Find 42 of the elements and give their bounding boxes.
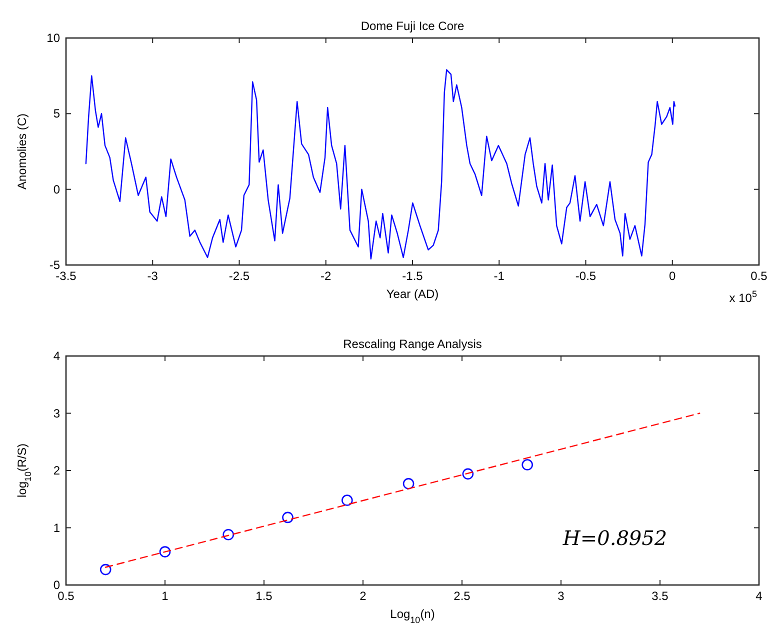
x-tick-label: 0.5	[58, 589, 75, 603]
x-tick-label: -3	[147, 269, 158, 283]
chart-title: Dome Fuji Ice Core	[360, 19, 465, 33]
x-axis-title: Year (AD)	[386, 287, 439, 301]
x-tick-label: 1	[162, 589, 169, 603]
point	[522, 459, 533, 470]
chart-title: Rescaling Range Analysis	[343, 337, 482, 351]
y-tick-label: 3	[53, 406, 60, 420]
y-tick-label: 2	[53, 464, 60, 478]
x-tick-label: -0.5	[575, 269, 596, 283]
x-axis-title: Log$_{10}$(n)	[390, 607, 435, 625]
line-series	[85, 69, 676, 260]
y-axis-title: Anomolies (C)	[15, 113, 29, 190]
point	[159, 546, 171, 558]
x-tick-label: 2	[360, 589, 367, 603]
point	[342, 494, 353, 506]
y-tick-label: 0	[53, 578, 60, 592]
x-tick-label: 3	[558, 589, 565, 603]
point	[402, 478, 414, 490]
point	[282, 512, 294, 524]
x-tick-label: -3.5	[56, 269, 77, 283]
x-tick-label: -1	[494, 269, 505, 283]
y-tick-label: 5	[53, 106, 60, 121]
point	[100, 564, 112, 576]
point	[222, 528, 234, 540]
x-tick-label: 4	[756, 589, 763, 603]
y-tick-label: 10	[46, 31, 60, 45]
x-tick-label: 0	[669, 269, 676, 283]
y-tick-label: -5	[49, 258, 60, 272]
x-tick-label: 3.5	[652, 589, 669, 603]
x-tick-label: -2.5	[228, 269, 250, 283]
y-tick-label: 1	[53, 520, 60, 535]
y-tick-label: 4	[53, 349, 60, 363]
annotation: H=0.8952	[562, 526, 668, 550]
x-tick-label: 0.5	[750, 269, 768, 283]
x-tick-label: 1.5	[256, 589, 273, 603]
point	[462, 468, 474, 480]
x-tick-label: -1.5	[402, 269, 424, 283]
x-tick-label: -2	[320, 269, 332, 283]
text: x 10$^{5}$	[729, 289, 757, 305]
y-tick-label: 0	[53, 182, 60, 196]
x-tick-label: 2.5	[454, 589, 471, 603]
